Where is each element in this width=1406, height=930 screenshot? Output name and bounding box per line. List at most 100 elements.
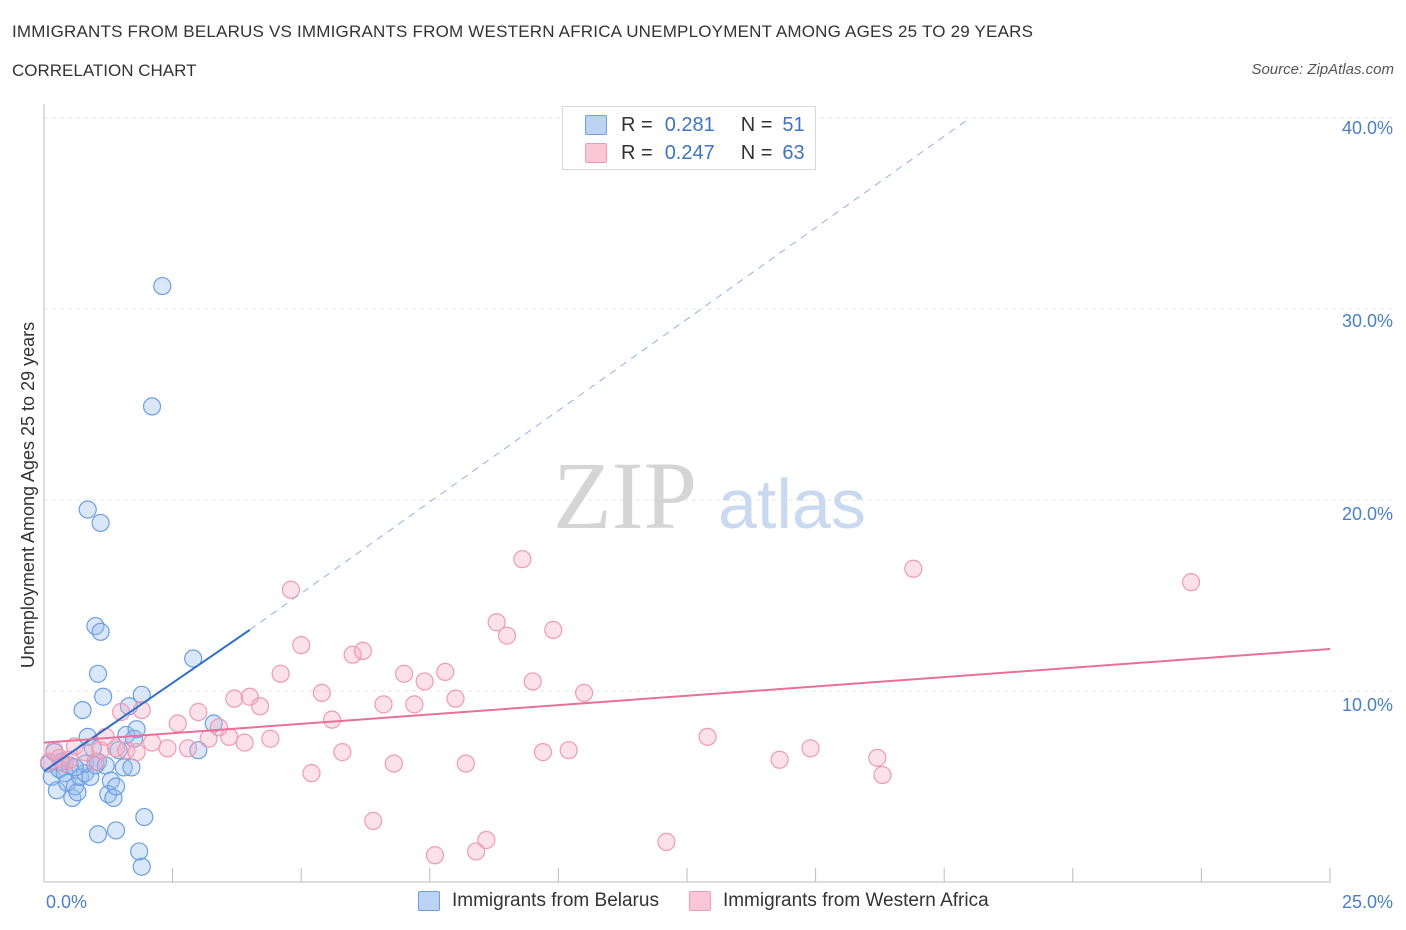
point-western-africa (446, 689, 465, 708)
point-belarus (63, 788, 82, 808)
point-western-africa (415, 672, 434, 691)
trend-belarus-extension (249, 117, 971, 631)
chart-title: IMMIGRANTS FROM BELARUS VS IMMIGRANTS FR… (12, 22, 1034, 41)
point-western-africa (456, 754, 475, 773)
point-western-africa (477, 830, 496, 850)
axes (43, 104, 1331, 883)
point-western-africa (250, 697, 270, 716)
point-belarus (135, 807, 154, 827)
legend-r-label: R = (621, 113, 653, 136)
chart-subtitle: CORRELATION CHART (12, 61, 197, 80)
point-belarus (68, 783, 87, 802)
point-belarus (142, 397, 162, 416)
point-western-africa (1182, 573, 1201, 592)
trend-belarus (43, 629, 251, 773)
series-legend: Immigrants from Belarus Immigrants from … (418, 890, 1019, 912)
point-belarus (127, 720, 146, 739)
point-western-africa (801, 739, 820, 758)
point-belarus (104, 788, 123, 808)
point-western-africa (312, 683, 331, 703)
y-tick-label: 20.0% (1342, 504, 1393, 524)
point-western-africa (533, 743, 553, 762)
point-western-africa (513, 550, 532, 569)
point-western-africa (353, 641, 373, 660)
point-western-africa (497, 626, 517, 645)
point-western-africa (364, 811, 383, 830)
trend-lines (43, 117, 1331, 773)
legend-r-label: R = (621, 141, 653, 164)
x-tick-label: 25.0% (1342, 892, 1393, 912)
legend-label-western-africa: Immigrants from Western Africa (722, 890, 989, 911)
legend-n-value: 51 (782, 113, 805, 136)
point-belarus (78, 500, 97, 519)
legend-swatch-western-africa (688, 891, 711, 911)
point-western-africa (544, 620, 563, 639)
legend-n-label: N = (740, 113, 773, 136)
point-belarus (122, 758, 141, 777)
legend-swatch-belarus (585, 115, 607, 135)
point-western-africa (343, 645, 362, 664)
point-western-africa (374, 695, 393, 714)
point-western-africa (333, 743, 352, 762)
point-western-africa (292, 636, 311, 655)
point-western-africa (425, 846, 445, 865)
legend-item-western-africa[interactable]: Immigrants from Western Africa (688, 890, 989, 912)
legend-label-belarus: Immigrants from Belarus (452, 890, 659, 911)
point-western-africa (384, 754, 403, 773)
point-western-africa (394, 664, 414, 683)
legend-row-belarus: R = 0.281 N = 51 (585, 113, 805, 137)
point-belarus (91, 622, 110, 641)
y-tick-label: 30.0% (1342, 311, 1393, 331)
point-western-africa (178, 739, 198, 758)
point-western-africa (158, 739, 177, 758)
point-belarus (184, 649, 203, 668)
y-axis-label: Unemployment Among Ages 25 to 29 years (18, 322, 38, 668)
point-belarus (91, 513, 110, 533)
point-western-africa (281, 580, 301, 599)
point-western-africa (220, 727, 239, 746)
point-western-africa (86, 752, 105, 771)
point-western-africa (559, 741, 578, 760)
trend-western-africa (43, 647, 1331, 744)
point-belarus (78, 727, 97, 746)
point-western-africa (189, 702, 208, 722)
watermark-atlas: atlas (718, 465, 866, 543)
point-western-africa (261, 729, 280, 748)
point-belarus (130, 842, 149, 861)
point-western-africa (575, 683, 594, 703)
point-western-africa (405, 695, 424, 714)
point-belarus (47, 781, 66, 800)
legend-swatch-belarus (418, 891, 440, 911)
point-western-africa (873, 765, 892, 785)
watermark-zip: ZIP (553, 442, 697, 549)
legend-item-belarus[interactable]: Immigrants from Belarus (418, 890, 659, 912)
point-belarus (153, 276, 172, 296)
legend-r-value: 0.247 (664, 141, 715, 164)
point-western-africa (698, 727, 717, 746)
point-western-africa (657, 832, 676, 851)
point-western-africa (436, 662, 455, 682)
legend-r-value: 0.281 (664, 113, 715, 136)
point-western-africa (487, 613, 506, 632)
point-western-africa (770, 750, 789, 769)
point-western-africa (235, 733, 254, 752)
point-western-africa (91, 741, 110, 760)
point-belarus (94, 687, 113, 706)
watermark: ZIP atlas (553, 442, 866, 549)
point-belarus (132, 857, 151, 876)
point-western-africa (523, 672, 542, 691)
series-belarus-points (40, 276, 223, 876)
point-belarus (86, 616, 105, 636)
point-western-africa (302, 764, 321, 783)
point-belarus (88, 825, 108, 844)
tick-labels: 10.0% 20.0% 30.0% 40.0% 0.0% 25.0% (46, 118, 1393, 912)
point-belarus (73, 700, 92, 720)
point-belarus (106, 777, 126, 796)
point-belarus (109, 741, 128, 760)
grid-lines (44, 117, 1394, 692)
point-western-africa (868, 748, 887, 767)
y-tick-label: 10.0% (1342, 695, 1393, 715)
legend-row-western-africa: R = 0.247 N = 63 (585, 141, 805, 165)
point-western-africa (904, 559, 923, 578)
